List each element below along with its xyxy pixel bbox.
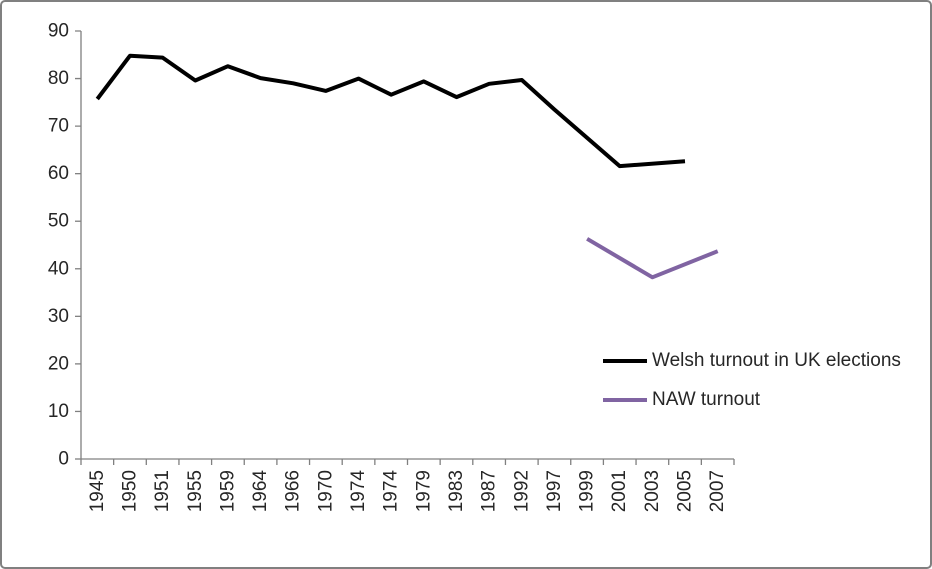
x-axis-tick-label: 1979 bbox=[413, 470, 434, 512]
x-axis-tick-label: 1987 bbox=[479, 470, 500, 512]
x-axis-tick-label: 1966 bbox=[283, 470, 304, 512]
x-axis-tick-label: 1974 bbox=[348, 470, 369, 513]
series-line-naw-turnout bbox=[586, 237, 719, 280]
legend-item-naw-turnout: NAW turnout bbox=[603, 388, 901, 411]
y-axis-tick-label: 70 bbox=[48, 116, 69, 137]
legend-item-welsh-uk-turnout: Welsh turnout in UK elections bbox=[603, 349, 901, 372]
x-axis-tick-label: 1974 bbox=[381, 470, 402, 513]
y-axis-tick-label: 30 bbox=[48, 306, 69, 327]
y-axis-tick-label: 80 bbox=[48, 68, 69, 89]
chart-legend: Welsh turnout in UK elections NAW turnou… bbox=[603, 349, 901, 411]
x-axis-tick-label: 1950 bbox=[119, 470, 140, 512]
x-axis-tick-label: 1955 bbox=[185, 470, 206, 512]
y-axis-tick-label: 90 bbox=[48, 21, 69, 42]
series-line-welsh-uk-turnout bbox=[95, 53, 686, 169]
y-axis-tick-label: 50 bbox=[48, 211, 69, 232]
y-axis-tick-label: 10 bbox=[48, 401, 69, 422]
x-axis-tick-label: 1959 bbox=[217, 470, 238, 512]
legend-label-welsh-uk-turnout: Welsh turnout in UK elections bbox=[652, 349, 901, 371]
y-axis-tick-label: 40 bbox=[48, 258, 69, 279]
x-axis-tick-label: 1945 bbox=[87, 470, 108, 512]
x-axis-tick-label: 1951 bbox=[152, 470, 173, 512]
x-axis-tick-label: 2003 bbox=[642, 470, 663, 512]
legend-label-naw-turnout: NAW turnout bbox=[652, 388, 761, 410]
x-axis-tick-label: 2007 bbox=[707, 470, 728, 512]
x-axis-tick-label: 1999 bbox=[577, 470, 598, 512]
legend-line-swatch-purple bbox=[603, 397, 647, 402]
y-axis-tick-label: 20 bbox=[48, 353, 69, 374]
x-axis-tick-label: 1992 bbox=[511, 470, 532, 512]
x-axis-tick-label: 2001 bbox=[609, 470, 630, 512]
y-axis-tick-label: 0 bbox=[58, 449, 69, 470]
x-axis-tick-label: 1997 bbox=[544, 470, 565, 512]
x-axis-tick-label: 1983 bbox=[446, 470, 467, 512]
legend-line-swatch-black bbox=[603, 358, 647, 363]
x-axis-tick-label: 2005 bbox=[675, 470, 696, 512]
x-axis-tick-label: 1970 bbox=[315, 470, 336, 512]
y-axis-tick-label: 60 bbox=[48, 163, 69, 184]
x-axis-tick-label: 1964 bbox=[250, 470, 271, 513]
